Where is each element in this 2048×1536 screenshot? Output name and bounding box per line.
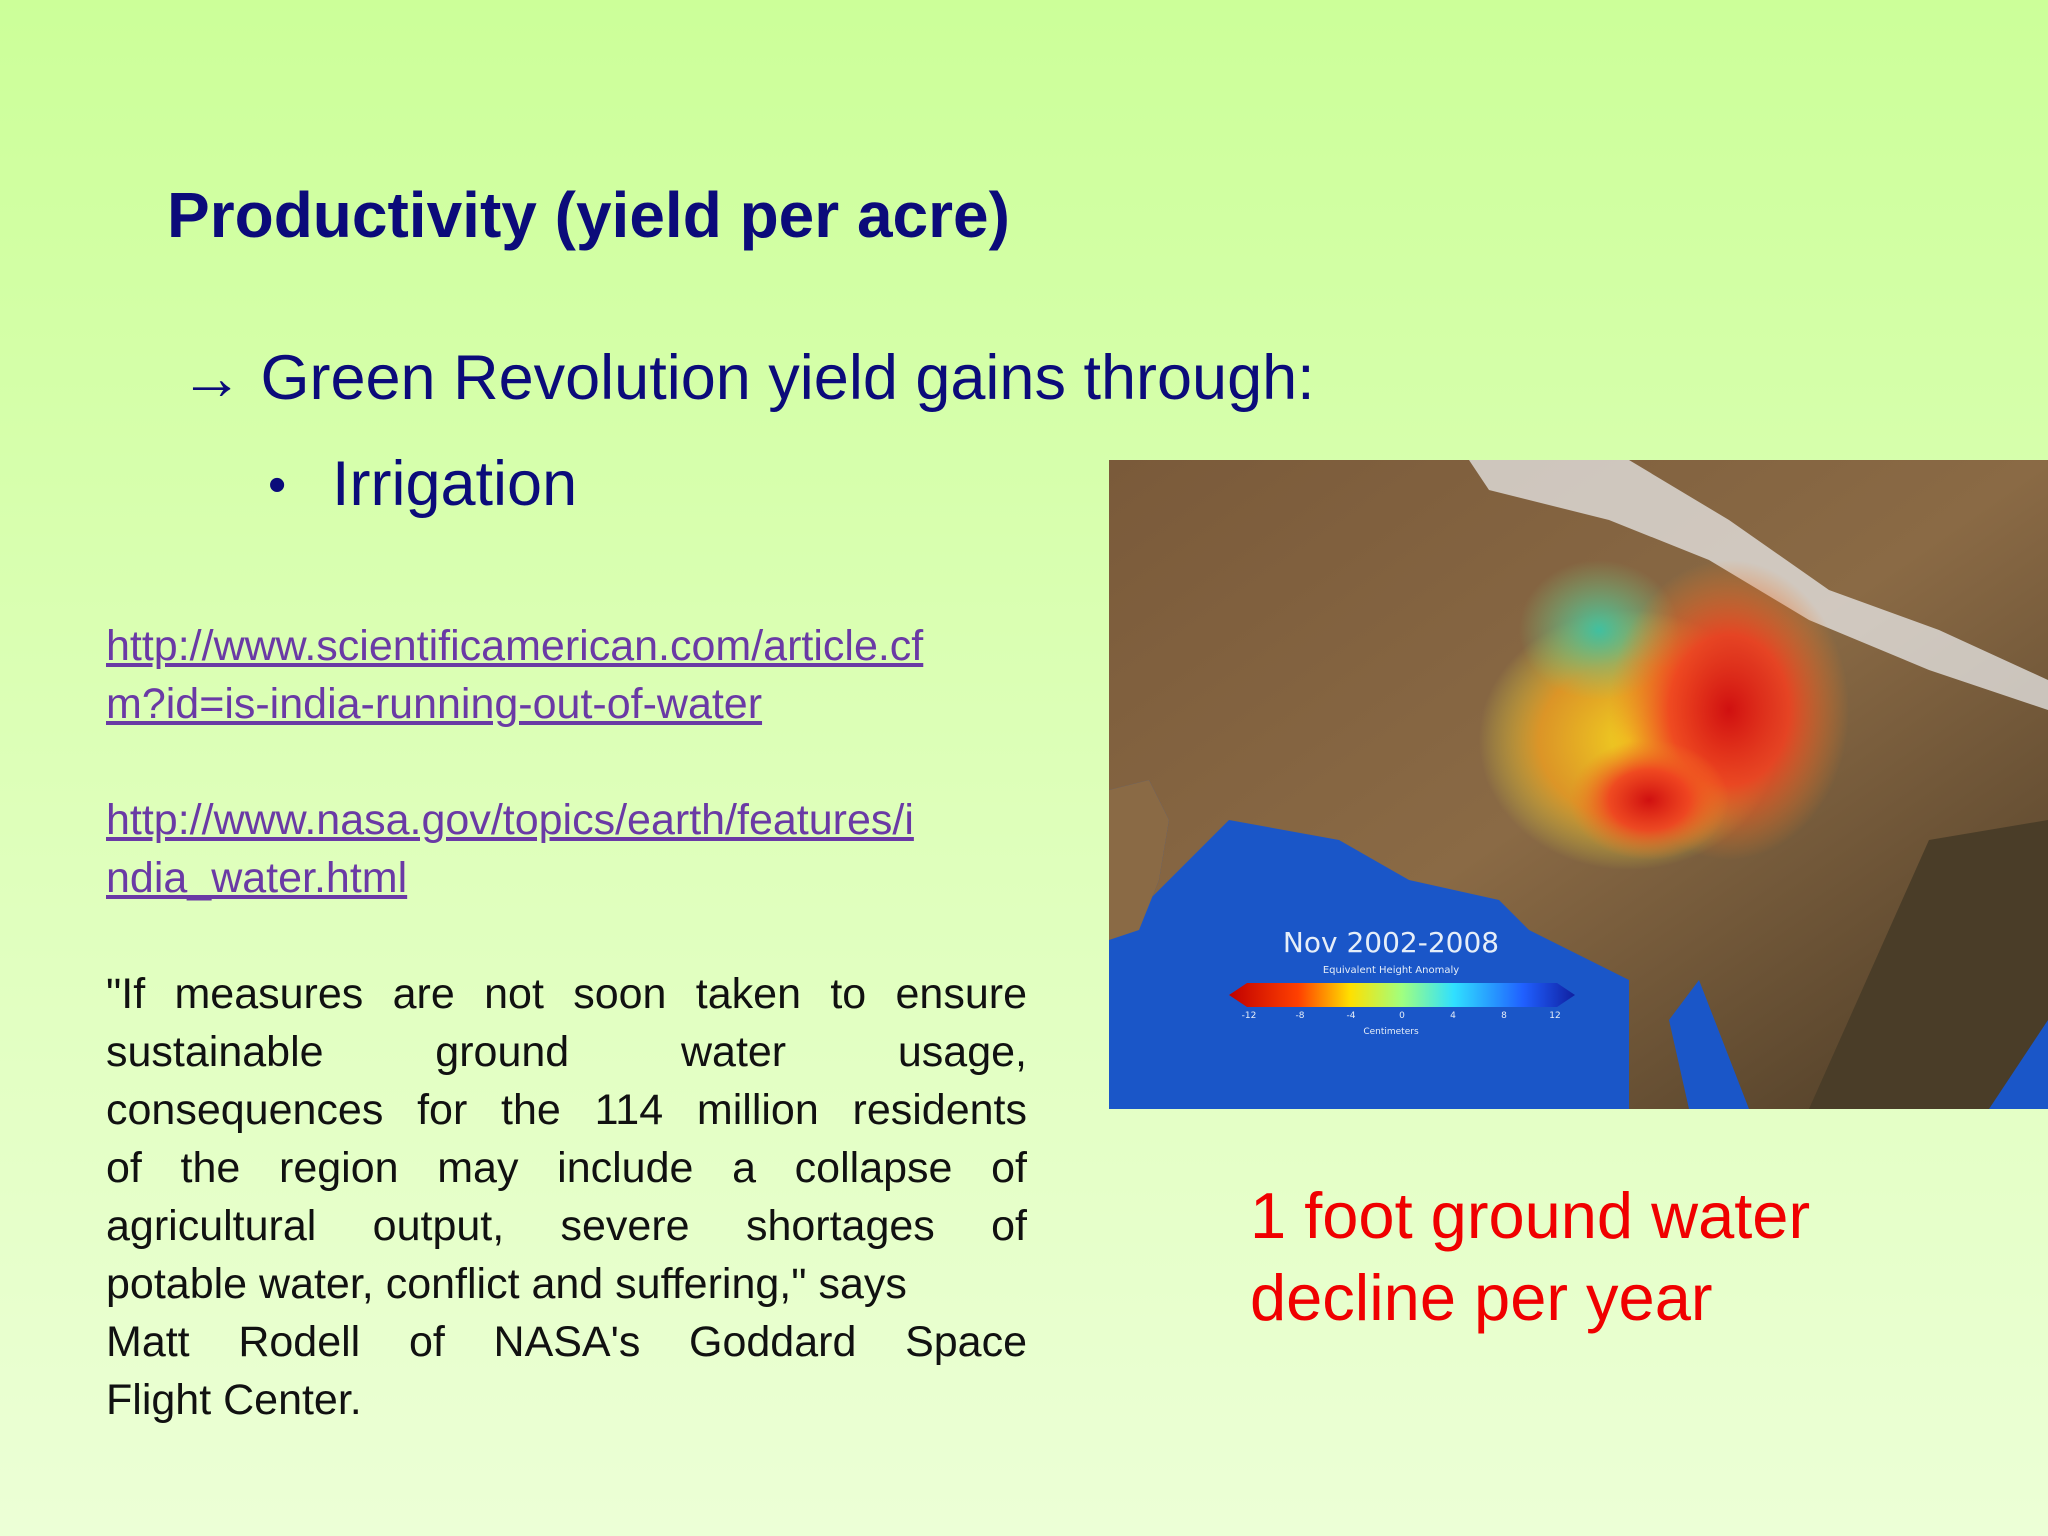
link[interactable]: m?id=is-india-running-out-of-water [106,680,763,728]
heat [1569,740,1729,860]
link-block: http://www.nasa.gov/topics/earth/feature… [106,791,914,907]
quote-line: consequences for the 114 million residen… [106,1086,1027,1134]
scale-ticks: -12 -8 -4 0 4 8 12 [1242,1011,1561,1021]
peninsula [1109,780,1169,940]
scale-tick-label: -8 [1296,1011,1305,1021]
quote-line: sustainable ground water usage, [106,1028,1027,1076]
caption: 1 foot ground water decline per year [1250,1175,1810,1339]
scale-tick-label: 4 [1450,1011,1456,1021]
bullet-item: Irrigation [268,448,577,520]
link[interactable]: ndia_water.html [106,854,408,902]
sea-east [1989,1020,2048,1109]
land-south [1809,820,2048,1109]
quote-line: potable water, conflict and suffering," … [106,1260,907,1308]
quote-line: Flight Center. [106,1376,362,1424]
scale-unit: Centimeters [1363,1027,1419,1037]
scale-tick-label: -12 [1242,1011,1257,1021]
scale-tick-label: -4 [1347,1011,1356,1021]
map-title: Nov 2002-2008 [1283,926,1499,959]
quote: "If measures are not soon taken to ensur… [106,965,1027,1429]
quote-line: of the region may include a collapse of [106,1144,1027,1192]
link-block: http://www.scientificamerican.com/articl… [106,617,923,733]
map-image: Nov 2002-2008 Equivalent Height Anomaly … [1109,460,2048,1109]
caption-line: decline per year [1250,1261,1713,1334]
sea [1109,780,1749,1109]
quote-line: "If measures are not soon taken to ensur… [106,970,1027,1018]
caption-line: 1 foot ground water [1250,1179,1811,1252]
quote-line: agricultural output, severe shortages of [106,1202,1027,1250]
scale-tick-label: 12 [1549,1011,1560,1021]
quote-line: Matt Rodell of NASA's Goddard Space [106,1318,1027,1366]
heading: → Green Revolution yield gains through: [180,343,1315,413]
color-scale [1229,983,1575,1007]
map-subtitle: Equivalent Height Anomaly [1323,965,1459,976]
scale-tick-label: 0 [1399,1011,1405,1021]
bullet-dot: • [268,456,287,514]
scale-tick-label: 8 [1501,1011,1507,1021]
bullet-text: Irrigation [332,449,578,519]
link[interactable]: http://www.scientificamerican.com/articl… [106,622,924,670]
link[interactable]: http://www.nasa.gov/topics/earth/feature… [106,796,914,844]
slide-title: Productivity (yield per acre) [167,179,1010,251]
